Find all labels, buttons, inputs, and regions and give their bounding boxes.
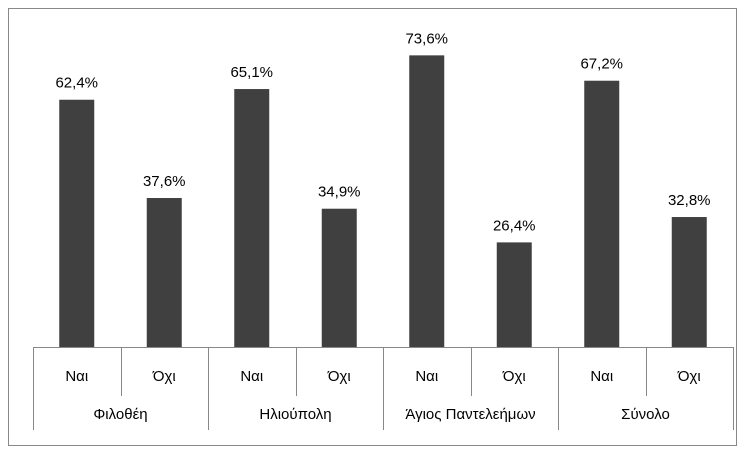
x-tick-label: Όχι (152, 368, 176, 385)
data-label: 34,9% (318, 184, 361, 201)
group-label: Φιλοθέη (93, 406, 147, 423)
data-label: 26,4% (493, 217, 536, 234)
bar (234, 89, 270, 347)
x-tick-label: Όχι (677, 368, 701, 385)
bar (584, 80, 620, 347)
bar (409, 55, 445, 348)
data-label: 32,8% (668, 192, 711, 209)
group-label: Ηλιούπολη (259, 406, 331, 423)
x-tick-label: Ναι (240, 368, 263, 385)
bar (496, 242, 532, 347)
group-label: Σύνολο (621, 406, 670, 423)
x-tick-label: Ναι (415, 368, 438, 385)
x-tick-label: Ναι (65, 368, 88, 385)
data-label: 67,2% (580, 56, 623, 73)
data-label: 37,6% (143, 173, 186, 190)
chart-frame (8, 8, 737, 446)
bar (59, 99, 95, 348)
data-label: 73,6% (405, 30, 448, 47)
data-label: 62,4% (55, 75, 98, 92)
x-tick-label: Ναι (590, 368, 613, 385)
bar (671, 217, 707, 347)
group-label: Άγιος Παντελεήμων (405, 406, 535, 423)
bar (321, 208, 357, 347)
bar (146, 198, 182, 347)
data-label: 65,1% (230, 64, 273, 81)
x-tick-label: Όχι (502, 368, 526, 385)
x-tick-label: Όχι (327, 368, 351, 385)
